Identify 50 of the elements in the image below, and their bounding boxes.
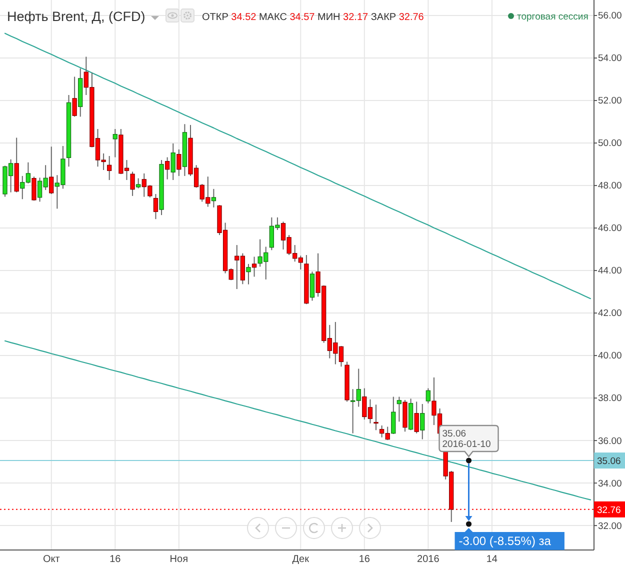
candlestick bbox=[107, 155, 112, 181]
annotation: 35.06 2016-01-10 bbox=[442, 428, 491, 450]
candlestick bbox=[176, 148, 182, 176]
y-tick-label: 42.00 bbox=[598, 308, 622, 320]
candlestick bbox=[136, 178, 141, 189]
candlestick bbox=[246, 263, 251, 285]
candlestick bbox=[32, 176, 36, 202]
y-tick-label: 44.00 bbox=[598, 266, 622, 277]
candlestick bbox=[164, 156, 170, 180]
x-tick-label: Окт bbox=[42, 554, 60, 565]
annotation: торговая сессия bbox=[517, 12, 588, 22]
candlestick bbox=[170, 142, 176, 181]
candlestick bbox=[374, 404, 378, 431]
candlestick bbox=[72, 76, 77, 118]
line-series bbox=[4, 340, 592, 500]
candlestick bbox=[252, 256, 257, 278]
candlestick bbox=[211, 188, 216, 208]
y-tick-label: 32.00 bbox=[598, 520, 622, 532]
x-tick-label: 14 bbox=[486, 554, 498, 565]
y-tick-label: 36.00 bbox=[598, 436, 622, 447]
x-tick-label: Дек bbox=[292, 554, 310, 565]
y-tick-label: 40.00 bbox=[598, 350, 622, 362]
y-tick-label: 34.00 bbox=[598, 478, 622, 490]
candlestick bbox=[396, 396, 402, 422]
y-tick-label: 52.00 bbox=[598, 96, 622, 107]
text: ОТКР 34.52 МАКС 34.57 МИН 32.17 ЗАКР 32.76 bbox=[202, 12, 424, 23]
candlestick bbox=[49, 146, 54, 195]
x-tick-label: Ноя bbox=[170, 554, 188, 565]
annotation: -3.00 (-8.55%) за bbox=[458, 534, 552, 548]
candlestick bbox=[310, 271, 315, 302]
x-tick-label: 16 bbox=[358, 554, 370, 565]
y-tick-label: 48.00 bbox=[598, 180, 622, 192]
candlestick bbox=[414, 401, 419, 434]
y-tick-label: 56.00 bbox=[598, 10, 622, 22]
candlestick bbox=[391, 396, 396, 434]
candlestick bbox=[426, 388, 431, 404]
text: Нефть Brent, Д, (CFD) bbox=[7, 9, 146, 24]
ref-line-label: 32.76 bbox=[597, 504, 621, 516]
y-tick-label: 38.00 bbox=[598, 393, 622, 404]
x-tick-label: 16 bbox=[110, 554, 122, 565]
y-tick-label: 54.00 bbox=[598, 53, 622, 64]
candlestick bbox=[153, 194, 158, 220]
candlestick bbox=[420, 404, 425, 440]
ref-line-label: 35.06 bbox=[597, 456, 621, 468]
candlestick bbox=[112, 128, 118, 158]
y-tick-label: 46.00 bbox=[598, 223, 622, 234]
candlestick bbox=[130, 171, 135, 196]
y-tick-label: 50.00 bbox=[598, 138, 622, 150]
line-series bbox=[4, 32, 592, 300]
x-tick-label: 2016 bbox=[417, 554, 440, 565]
